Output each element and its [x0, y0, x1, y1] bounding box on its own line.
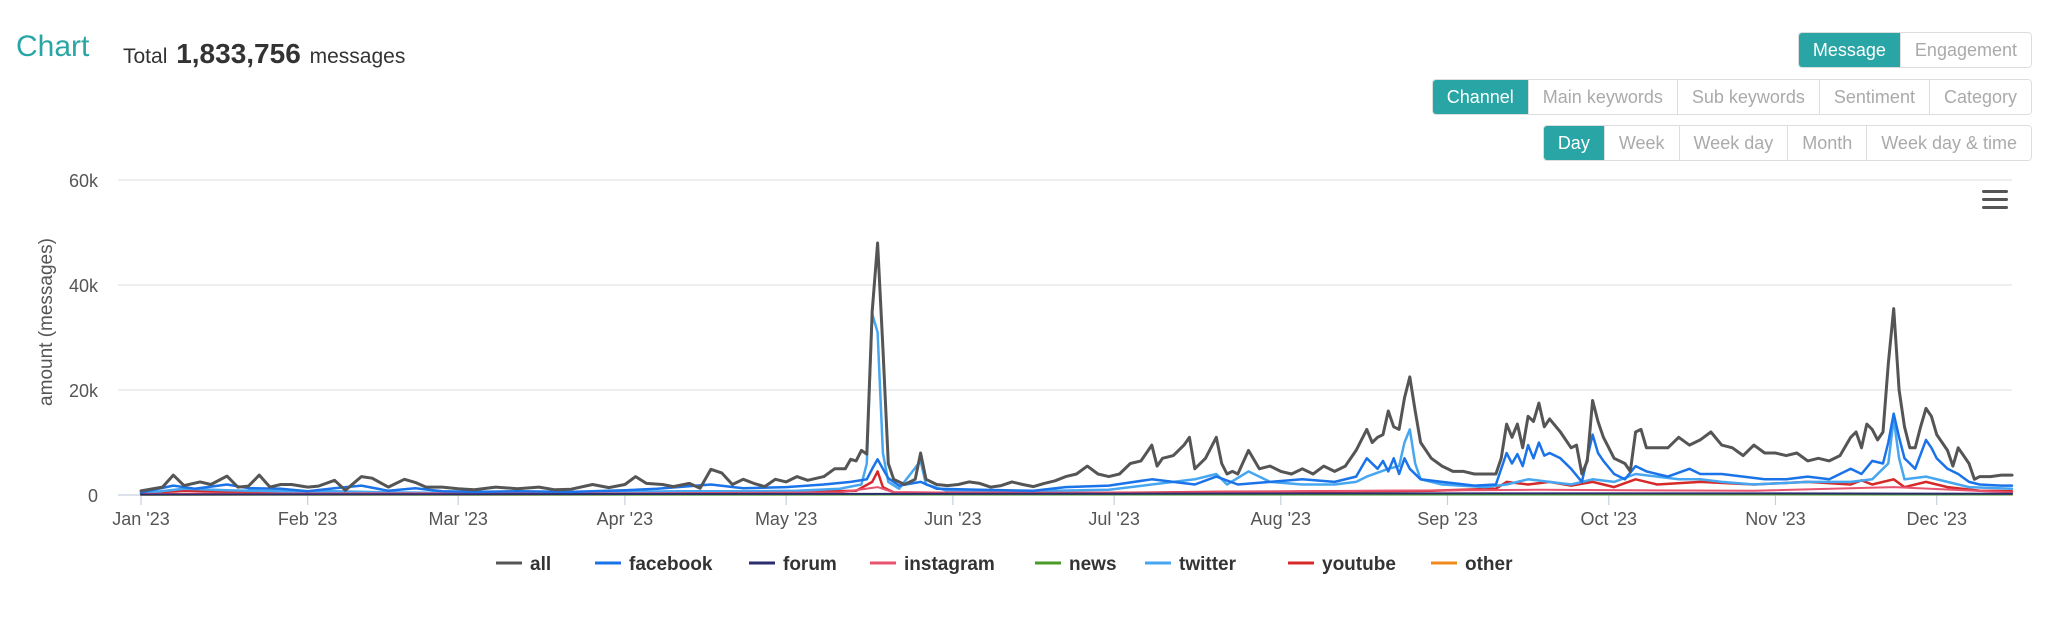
series-line-forum[interactable] [140, 492, 2013, 496]
period-week-day-button[interactable]: Week day [1678, 126, 1788, 160]
legend-item-youtube[interactable]: youtube [1322, 554, 1396, 575]
period-week-button[interactable]: Week [1603, 126, 1679, 160]
total-count: 1,833,756 [176, 38, 301, 69]
x-tick-label: Jan '23 [112, 509, 169, 529]
y-axis-label: amount (messages) [36, 238, 57, 406]
legend-item-twitter[interactable]: twitter [1179, 554, 1237, 575]
group-sub-keywords-button[interactable]: Sub keywords [1676, 80, 1819, 114]
x-tick-label: Apr '23 [597, 509, 653, 529]
x-tick-label: Feb '23 [278, 509, 337, 529]
y-tick-label: 20k [69, 381, 99, 401]
legend-item-other[interactable]: other [1465, 554, 1513, 575]
period-week-day-time-button[interactable]: Week day & time [1866, 126, 2031, 160]
group-sentiment-button[interactable]: Sentiment [1818, 80, 1929, 114]
y-tick-label: 0 [88, 486, 98, 506]
x-tick-label: Jun '23 [924, 509, 981, 529]
total-summary: Total 1,833,756 messages [123, 38, 405, 70]
grouping-toggle: Channel Main keywords Sub keywords Sentimen… [1431, 79, 2032, 115]
x-tick-label: Mar '23 [428, 509, 487, 529]
total-suffix: messages [309, 45, 406, 68]
metric-engagement-button[interactable]: Engagement [1899, 33, 2031, 67]
legend-item-news[interactable]: news [1069, 554, 1117, 575]
period-toggle: Day Week Week day Month Week day & time [1542, 125, 2032, 161]
legend-item-facebook[interactable]: facebook [629, 554, 713, 575]
metric-toggle: Message Engagement [1797, 32, 2032, 68]
series-line-facebook[interactable] [139, 412, 2014, 494]
chart-title: Chart [16, 30, 90, 63]
x-tick-label: May '23 [755, 509, 817, 529]
legend-item-forum[interactable]: forum [783, 554, 837, 575]
period-day-button[interactable]: Day [1543, 126, 1604, 160]
legend-item-instagram[interactable]: instagram [904, 554, 995, 575]
x-tick-label: Aug '23 [1251, 509, 1312, 529]
x-tick-label: Dec '23 [1906, 509, 1966, 529]
group-main-keywords-button[interactable]: Main keywords [1527, 80, 1677, 114]
total-prefix: Total [123, 45, 168, 68]
hamburger-menu-icon[interactable] [1982, 190, 2008, 212]
x-tick-label: Jul '23 [1088, 509, 1139, 529]
x-tick-label: Oct '23 [1581, 509, 1637, 529]
metric-message-button[interactable]: Message [1798, 33, 1900, 67]
legend-item-all[interactable]: all [530, 554, 551, 575]
period-month-button[interactable]: Month [1787, 126, 1867, 160]
group-category-button[interactable]: Category [1928, 80, 2031, 114]
y-tick-label: 60k [69, 171, 99, 191]
x-tick-label: Sep '23 [1417, 509, 1478, 529]
series-line-twitter[interactable] [139, 312, 2014, 495]
series-line-all[interactable] [139, 241, 2014, 493]
group-channel-button[interactable]: Channel [1432, 80, 1528, 114]
y-tick-label: 40k [69, 276, 99, 296]
x-tick-label: Nov '23 [1745, 509, 1805, 529]
